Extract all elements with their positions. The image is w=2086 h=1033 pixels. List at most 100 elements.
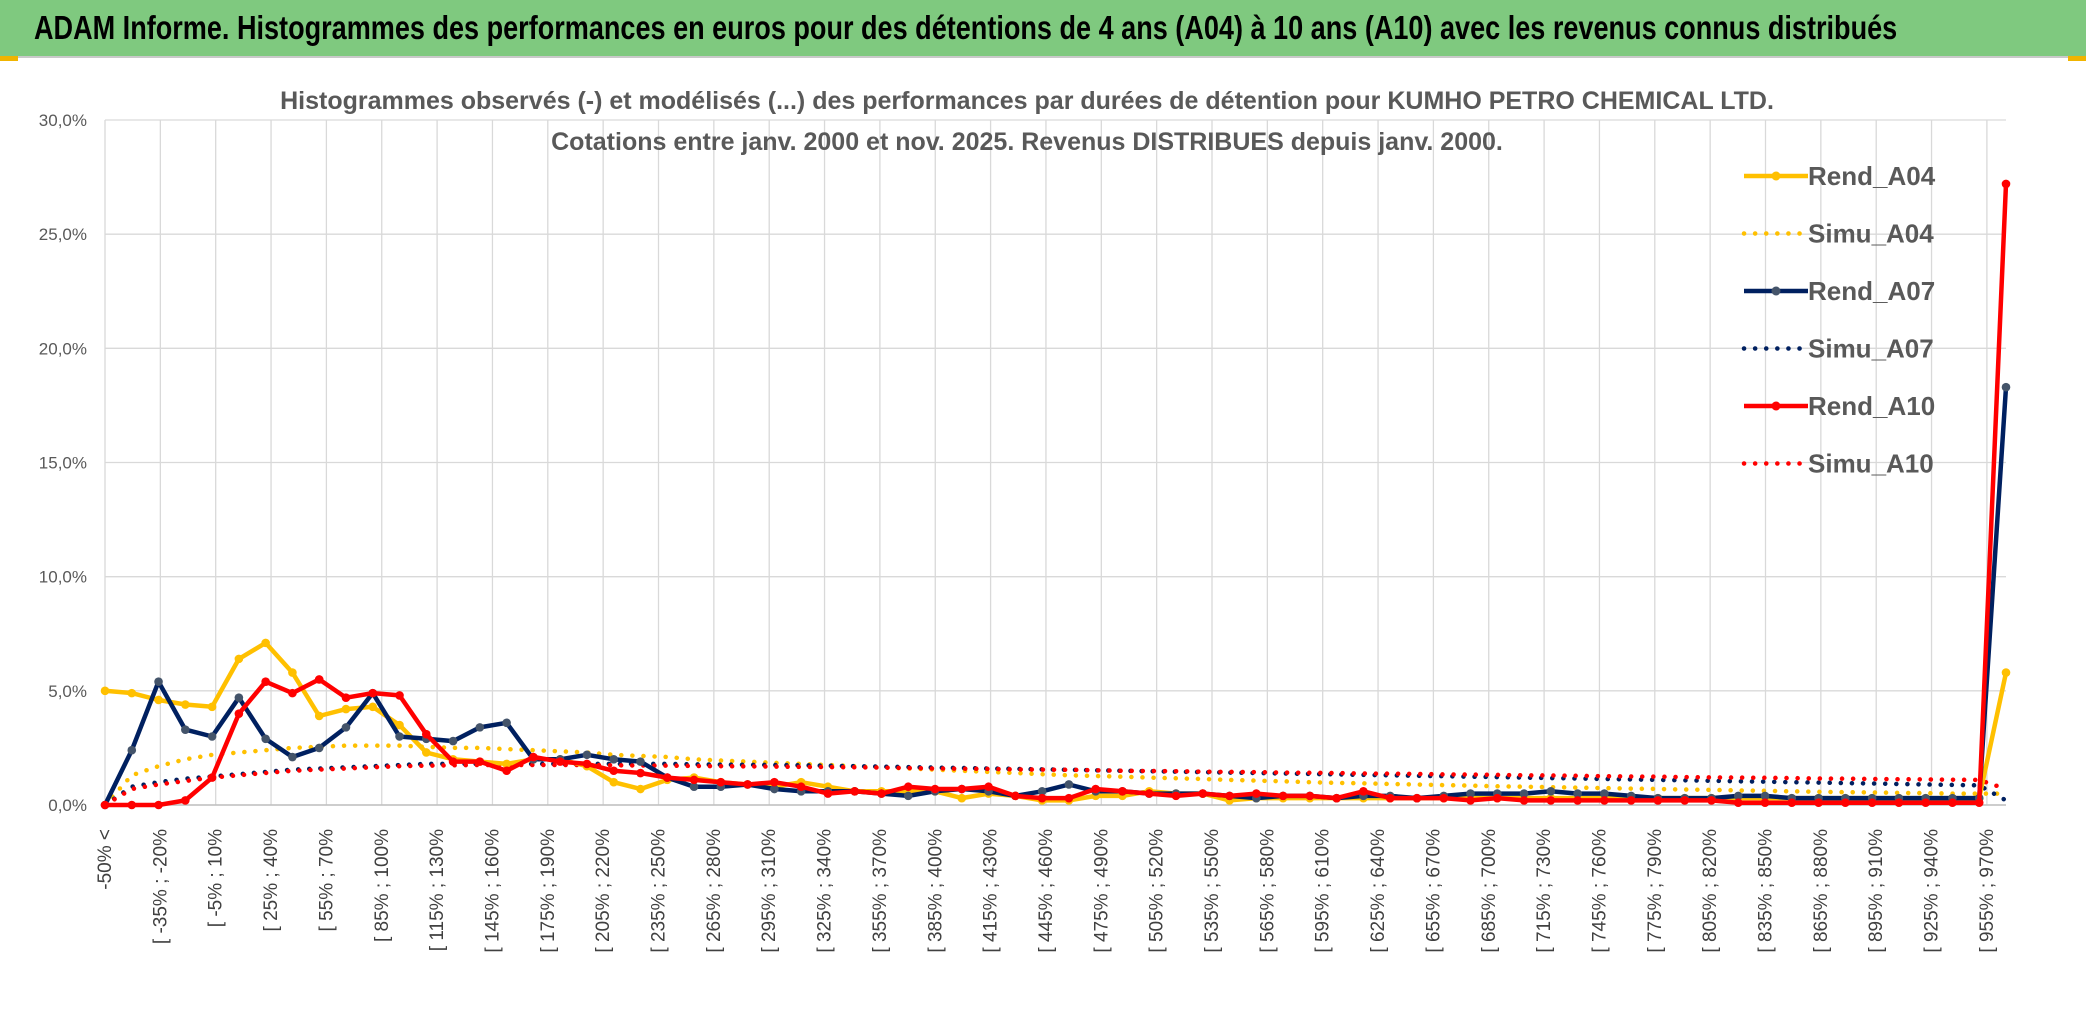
data-point-Rend_A10 [1573, 796, 1582, 805]
data-point-Rend_A04 [100, 686, 110, 696]
data-point-Rend_A10 [1011, 791, 1020, 801]
x-tick-label: [ 415% ; 430% [981, 829, 1002, 953]
data-point-Rend_A07 [1519, 789, 1529, 798]
data-point-Rend_A04 [154, 695, 163, 705]
data-point-Rend_A10 [502, 766, 511, 776]
data-point-Rend_A10 [1760, 798, 1770, 808]
x-tick-label: [ 295% ; 310% [759, 829, 780, 953]
data-point-Rend_A10 [1733, 798, 1743, 808]
data-point-Rend_A04 [127, 688, 137, 698]
data-point-Rend_A10 [582, 759, 592, 769]
series-Rend_A04 [100, 638, 2011, 805]
chart-title-line2: Cotations entre janv. 2000 et nov. 2025.… [551, 128, 1503, 156]
data-point-Rend_A10 [2001, 179, 2011, 189]
data-point-Rend_A10 [796, 782, 806, 792]
x-tick-label: [ 265% ; 280% [704, 829, 725, 953]
x-tick-label: [ 535% ; 550% [1202, 829, 1223, 953]
data-point-Rend_A04 [502, 759, 511, 769]
y-tick-label: 20,0% [39, 339, 87, 358]
legend-label: Simu_A07 [1808, 334, 1934, 364]
x-tick-label: [ 685% ; 700% [1479, 829, 1500, 953]
data-point-Rend_A10 [1841, 798, 1850, 808]
x-tick-label: [ -5% ; 10% [206, 829, 227, 927]
series-line-Rend_A10 [105, 183, 2009, 808]
data-point-Rend_A10 [1787, 798, 1797, 808]
data-point-Rend_A10 [957, 784, 967, 794]
data-point-Rend_A07 [475, 723, 485, 732]
data-point-Rend_A07 [1733, 791, 1743, 801]
data-point-Rend_A10 [1171, 791, 1181, 801]
x-tick-label: [ 115% ; 130% [427, 829, 448, 951]
data-point-Rend_A10 [1921, 798, 1930, 808]
x-tick-label: -50% < [95, 829, 116, 890]
legend-marker [1771, 171, 1781, 181]
data-point-Rend_A10 [1064, 793, 1074, 803]
data-point-Rend_A07 [689, 782, 699, 792]
legend-label: Simu_A04 [1808, 219, 1934, 249]
data-point-Rend_A10 [127, 800, 137, 810]
data-point-Rend_A04 [341, 704, 351, 714]
x-tick-label: [ 745% ; 760% [1589, 829, 1610, 953]
data-point-Rend_A10 [716, 777, 726, 787]
data-point-Rend_A10 [1653, 796, 1663, 805]
data-point-Rend_A10 [1305, 791, 1315, 801]
data-point-Rend_A10 [1680, 796, 1690, 805]
data-point-Rend_A10 [743, 780, 752, 789]
data-point-Rend_A10 [1144, 789, 1154, 798]
data-point-Rend_A04 [395, 720, 404, 730]
data-point-Rend_A04 [609, 777, 619, 787]
series-Simu_A10 [102, 762, 2009, 808]
data-point-Rend_A10 [555, 757, 565, 766]
data-point-Rend_A10 [448, 757, 458, 766]
data-point-Rend_A10 [689, 775, 699, 785]
y-tick-label: 10,0% [39, 568, 87, 587]
legend-item-Simu_A07: Simu_A07 [1741, 334, 1934, 364]
data-point-Rend_A04 [288, 668, 297, 677]
data-point-Rend_A04 [636, 784, 645, 794]
data-point-Rend_A04 [261, 638, 270, 648]
data-point-Rend_A04 [207, 702, 217, 712]
data-point-Rend_A10 [930, 784, 940, 794]
data-point-Rend_A10 [100, 800, 110, 810]
data-point-Rend_A04 [234, 654, 244, 664]
chart-gridlines [104, 119, 2006, 806]
data-point-Rend_A04 [957, 793, 967, 803]
data-point-Rend_A10 [662, 773, 672, 782]
legend-item-Rend_A10: Rend_A10 [1744, 391, 1935, 421]
data-point-Rend_A07 [609, 755, 619, 764]
data-point-Rend_A07 [181, 725, 190, 734]
data-point-Rend_A10 [1037, 793, 1047, 803]
data-point-Rend_A07 [314, 743, 324, 753]
data-point-Rend_A10 [1118, 787, 1127, 796]
data-point-Rend_A07 [341, 723, 351, 732]
chart-legend: Rend_A04 Simu_A04 Rend_A07 Simu_A07 Rend_A10… [1741, 161, 1936, 479]
data-point-Rend_A07 [1037, 787, 1047, 796]
legend-item-Simu_A04: Simu_A04 [1741, 219, 1934, 249]
data-point-Rend_A10 [234, 709, 244, 718]
data-point-Rend_A07 [502, 718, 511, 728]
data-point-Rend_A10 [261, 677, 270, 686]
data-point-Rend_A10 [1626, 796, 1636, 805]
data-point-Rend_A10 [877, 789, 886, 798]
x-tick-label: [ 145% ; 160% [482, 829, 503, 953]
data-point-Rend_A10 [1412, 793, 1422, 803]
y-tick-label: 25,0% [39, 225, 87, 244]
x-tick-label: [ 25% ; 40% [261, 829, 282, 932]
legend-label: Rend_A04 [1808, 161, 1936, 191]
y-tick-label: 30,0% [39, 111, 87, 130]
data-point-Rend_A04 [314, 711, 324, 721]
data-point-Rend_A07 [1466, 789, 1475, 798]
legend-label: Simu_A10 [1808, 449, 1934, 479]
data-point-Rend_A10 [1707, 796, 1716, 805]
data-point-Rend_A10 [823, 789, 833, 798]
data-point-Rend_A10 [1091, 784, 1100, 794]
legend-item-Rend_A07: Rend_A07 [1744, 276, 1935, 306]
data-point-Rend_A07 [288, 752, 297, 762]
data-point-Rend_A07 [770, 784, 779, 794]
data-point-Rend_A10 [1198, 789, 1208, 798]
data-point-Rend_A10 [1948, 798, 1957, 808]
x-tick-label: [ 835% ; 850% [1756, 829, 1777, 953]
page-header: ADAM Informe. Histogrammes des performan… [0, 0, 2086, 58]
data-point-Rend_A10 [636, 768, 645, 778]
x-tick-label: [ 175% ; 190% [538, 829, 559, 953]
